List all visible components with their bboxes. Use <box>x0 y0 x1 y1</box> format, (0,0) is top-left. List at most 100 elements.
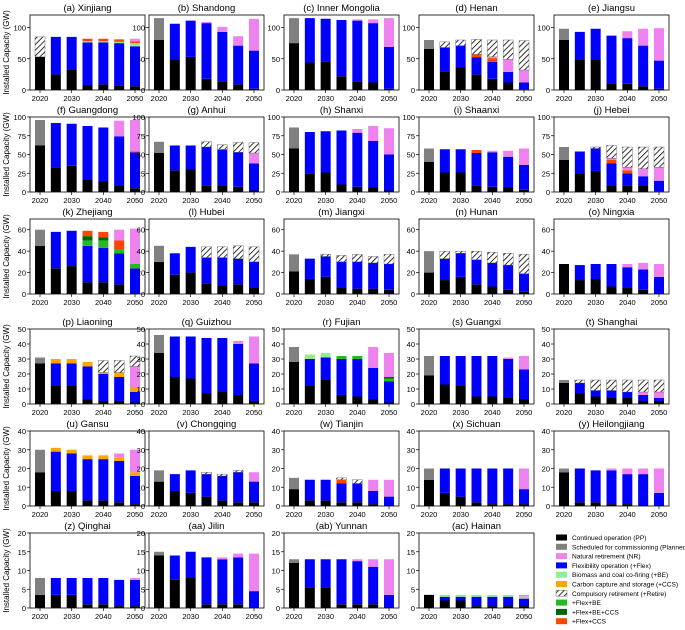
bar-pp-2040 <box>98 84 109 90</box>
bar-flex-2040 <box>622 267 633 288</box>
bar-flex-2045 <box>114 461 125 503</box>
bar-ccs-2030 <box>66 449 77 454</box>
bar-pp-2040 <box>352 604 363 608</box>
bar-flex-2030 <box>455 468 466 497</box>
bar-flex-2050 <box>130 152 140 189</box>
bar-flex-2035 <box>201 338 212 394</box>
bar-nr-2045 <box>114 229 125 241</box>
bar-nr-2050 <box>519 468 529 490</box>
bar-pp-2045 <box>368 82 379 90</box>
x-tick-label: 2030 <box>63 94 80 103</box>
y-tick-label: 50 <box>407 325 415 334</box>
bar-pp-2025 <box>439 492 450 506</box>
bar-flex-ccs-2040 <box>622 170 633 174</box>
x-tick-label: 2030 <box>317 94 334 103</box>
bar-pp-2040 <box>487 396 498 404</box>
y-axis-label: Installed Capacity (GW) <box>2 528 11 613</box>
bar-pp-2035 <box>606 286 617 294</box>
bar-pp-2035 <box>201 283 212 294</box>
bar-flex-2045 <box>638 176 649 186</box>
y-tick-label: 30 <box>407 355 415 364</box>
x-tick-label: 2040 <box>214 298 231 307</box>
legend-swatch <box>555 590 568 597</box>
y-tick-label: 100 <box>13 113 26 122</box>
bar-flex-2040 <box>487 61 498 79</box>
bar-nr-2050 <box>654 468 664 493</box>
bar-pp-2020 <box>559 40 569 90</box>
bar-flex-2035 <box>82 42 93 85</box>
panel-title: (b) Shandong <box>178 3 236 14</box>
y-tick-label: 10 <box>137 483 145 492</box>
y-tick-label: 100 <box>537 24 550 33</box>
bar-nr-2050 <box>519 148 529 165</box>
bar-pp-2045 <box>503 289 514 294</box>
bar-retire-2045 <box>232 470 244 473</box>
bar-pp-2025 <box>304 173 315 192</box>
bar-flex-2025 <box>574 383 585 394</box>
bar-pp-2040 <box>622 504 633 506</box>
x-tick-label: 2020 <box>286 510 303 519</box>
bar-nr-2050 <box>654 167 664 181</box>
bar-ccs-2035 <box>82 455 93 460</box>
y-tick-label: 20 <box>407 529 415 538</box>
bar-pp-2045 <box>233 502 244 506</box>
bar-pp-2035 <box>336 502 347 506</box>
bar-flex-2035 <box>82 245 93 283</box>
y-tick-label: 0 <box>141 502 145 511</box>
bar-pp-2020 <box>35 594 45 608</box>
bar-pp-2035 <box>82 85 93 90</box>
y-tick-label: 5 <box>141 585 145 594</box>
panel-title: (z) Qinghai <box>64 521 110 532</box>
bar-flex-be-2050 <box>384 378 394 382</box>
y-tick-label: 0 <box>276 188 280 197</box>
bar-retire-2035 <box>201 472 212 475</box>
bar-planned-2020 <box>559 380 569 383</box>
x-tick-label: 2020 <box>421 196 438 205</box>
y-tick-label: 0 <box>411 188 415 197</box>
bar-pp-2040 <box>98 401 109 404</box>
x-tick-label: 2040 <box>484 196 501 205</box>
bar-pp-2030 <box>185 492 196 506</box>
bar-flex-2045 <box>503 359 514 398</box>
bar-flex-2050 <box>519 489 529 505</box>
y-tick-label: 75 <box>272 132 280 141</box>
bar-pp-2045 <box>638 401 649 404</box>
bar-pp-2025 <box>574 280 585 294</box>
panel-1: (a) Xinjiang 0 50 100 2020 2030 2040 2050 <box>13 3 146 103</box>
y-tick-label: 0 <box>22 400 26 409</box>
bar-pp-2050 <box>519 606 529 608</box>
bar-ccs-2045 <box>114 372 125 377</box>
y-tick-label: 40 <box>272 340 280 349</box>
bar-flex-2030 <box>455 149 466 173</box>
bar-pp-2050 <box>249 401 259 404</box>
bar-pp-2025 <box>574 502 585 506</box>
x-tick-label: 2030 <box>63 510 80 519</box>
bar-flex-2040 <box>487 596 498 607</box>
bar-flex-2050 <box>384 154 394 191</box>
bar-flex-2025 <box>50 123 61 168</box>
bar-pp-2045 <box>114 401 125 404</box>
bar-flex-2025 <box>439 596 450 601</box>
plot-frame <box>553 328 670 405</box>
bar-retire-2040 <box>487 252 498 264</box>
x-tick-label: 2040 <box>349 298 366 307</box>
bar-pp-2050 <box>130 188 140 192</box>
y-tick-label: 50 <box>407 55 415 64</box>
bar-retire-2050 <box>653 379 665 393</box>
y-tick-label: 10 <box>407 567 415 576</box>
bar-flex-2025 <box>169 474 180 491</box>
bar-flex-2050 <box>384 594 394 608</box>
x-tick-label: 2020 <box>556 408 573 417</box>
bar-pp-2050 <box>384 402 394 404</box>
panel-title: (r) Fujian <box>322 317 360 328</box>
bar-pp-2025 <box>169 377 180 404</box>
x-tick-label: 2030 <box>587 196 604 205</box>
x-tick-label: 2050 <box>651 408 668 417</box>
bar-pp-2020 <box>154 481 164 506</box>
y-tick-label: 30 <box>542 355 550 364</box>
legend: Continued operation (PP) Scheduled for co… <box>555 534 685 626</box>
bar-planned-2020 <box>154 470 164 482</box>
